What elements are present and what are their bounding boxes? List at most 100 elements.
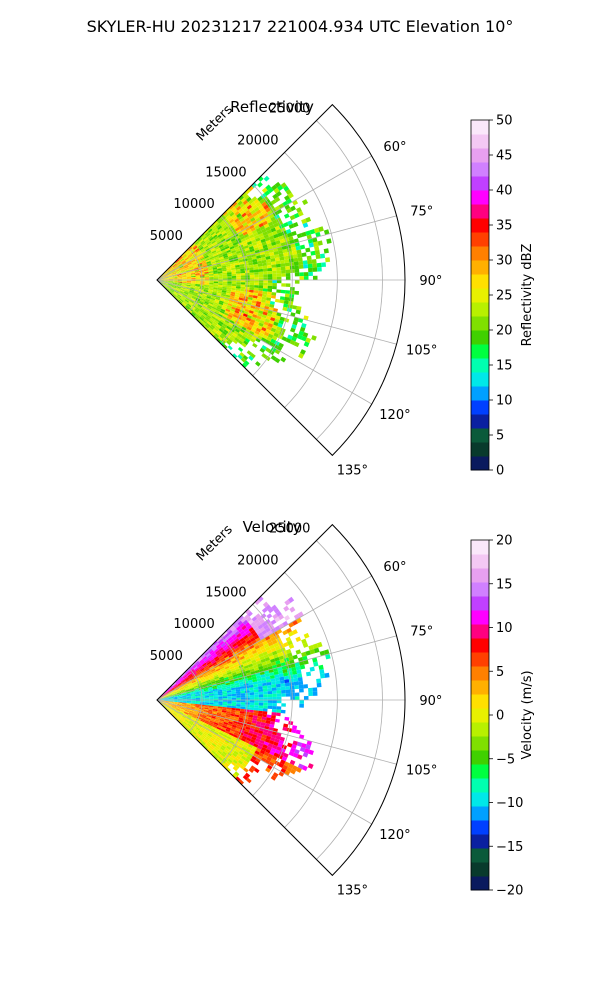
velocity-data-cell — [258, 688, 264, 693]
velocity-data-cell — [301, 638, 307, 645]
velocity-data-cell — [220, 737, 226, 742]
reflectivity-data-cell — [240, 284, 246, 287]
velocity-data-cell — [246, 616, 252, 623]
reflectivity-data-cell — [290, 327, 296, 333]
reflectivity-data-cell — [228, 225, 234, 230]
velocity-data-cell — [191, 695, 196, 698]
velocity-data-cell — [247, 651, 254, 657]
reflectivity-data-cell — [166, 269, 170, 273]
reflectivity-data-cell — [192, 311, 197, 315]
reflectivity-data-cell — [213, 334, 218, 340]
reflectivity-data-cell — [247, 257, 253, 261]
velocity-data-cell — [244, 622, 251, 628]
velocity-data-cell — [231, 689, 236, 693]
velocity-data-cell — [258, 653, 264, 658]
velocity-data-cell — [211, 681, 216, 684]
reflectivity-data-cell — [245, 284, 250, 288]
reflectivity-data-cell — [284, 262, 290, 267]
velocity-data-cell — [204, 706, 209, 709]
reflectivity-data-cell — [166, 286, 171, 290]
velocity-data-cell — [230, 709, 236, 713]
velocity-data-cell — [183, 721, 188, 726]
velocity-data-cell — [199, 675, 204, 679]
reflectivity-data-cell — [259, 214, 265, 221]
reflectivity-data-cell — [217, 268, 223, 271]
reflectivity-data-cell — [287, 334, 293, 340]
reflectivity-data-cell — [220, 295, 226, 299]
velocity-data-cell — [297, 763, 304, 770]
reflectivity-data-cell — [247, 231, 254, 237]
reflectivity-data-cell — [227, 209, 233, 215]
velocity-data-cell — [206, 647, 212, 652]
velocity-data-cell — [296, 767, 302, 773]
velocity-data-cell — [227, 661, 233, 666]
reflectivity-data-cell — [189, 290, 194, 293]
velocity-data-cell — [261, 661, 267, 666]
reflectivity-data-cell — [254, 224, 260, 230]
velocity-data-cell — [281, 693, 286, 697]
reflectivity-data-cell — [242, 333, 248, 338]
reflectivity-data-cell — [292, 254, 298, 259]
velocity-data-cell — [255, 613, 261, 619]
reflectivity-data-cell — [176, 295, 181, 300]
reflectivity-data-cell — [194, 309, 199, 313]
velocity-data-cell — [269, 723, 275, 728]
reflectivity-data-cell — [296, 305, 302, 311]
reflectivity-data-cell — [257, 295, 263, 300]
velocity-data-cell — [266, 621, 273, 628]
reflectivity-data-cell — [256, 257, 262, 262]
reflectivity-data-cell — [180, 268, 185, 271]
reflectivity-data-cell — [234, 320, 240, 325]
reflectivity-data-cell — [249, 287, 255, 291]
reflectivity-data-cell — [298, 260, 304, 266]
reflectivity-data-cell — [173, 280, 178, 282]
reflectivity-data-cell — [232, 254, 238, 258]
reflectivity-data-cell — [240, 282, 246, 285]
reflectivity-data-cell — [200, 277, 205, 279]
velocity-data-cell — [176, 680, 181, 685]
velocity-data-cell — [235, 618, 241, 624]
reflectivity-data-cell — [222, 217, 228, 223]
velocity-data-cell — [267, 641, 274, 647]
reflectivity-data-cell — [282, 306, 288, 312]
reflectivity-data-cell — [192, 245, 197, 249]
velocity-data-cell — [225, 682, 231, 686]
reflectivity-data-cell — [258, 268, 264, 273]
reflectivity-data-cell — [274, 225, 281, 231]
velocity-data-cell — [235, 708, 241, 711]
reflectivity-data-cell — [263, 285, 268, 289]
reflectivity-data-cell — [225, 247, 231, 252]
velocity-data-cell — [252, 681, 258, 685]
reflectivity-data-cell — [252, 261, 258, 265]
reflectivity-data-cell — [166, 286, 171, 290]
reflectivity-data-cell — [226, 251, 232, 256]
reflectivity-data-cell — [181, 302, 186, 307]
reflectivity-data-cell — [229, 328, 235, 333]
reflectivity-data-cell — [270, 346, 277, 353]
velocity-data-cell — [271, 639, 278, 645]
reflectivity-data-cell — [240, 328, 246, 334]
colorbar-label: Velocity (m/s) — [520, 670, 535, 759]
radial-tick-label: 25000 — [269, 522, 310, 537]
velocity-data-cell — [289, 681, 295, 687]
reflectivity-data-cell — [272, 343, 279, 349]
velocity-data-cell — [248, 626, 255, 633]
velocity-data-cell — [225, 684, 231, 688]
reflectivity-data-cell — [247, 312, 254, 317]
reflectivity-data-cell — [198, 318, 203, 323]
velocity-data-cell — [217, 749, 223, 755]
velocity-data-cell — [294, 749, 300, 755]
velocity-data-cell — [246, 777, 252, 784]
velocity-data-cell — [219, 634, 225, 640]
reflectivity-data-cell — [248, 234, 255, 239]
reflectivity-data-cell — [176, 270, 181, 274]
colorbar-swatch — [471, 764, 489, 779]
reflectivity-data-cell — [297, 257, 303, 262]
velocity-data-cell — [174, 711, 179, 715]
reflectivity-data-cell — [189, 248, 194, 252]
velocity-data-cell — [182, 701, 187, 703]
reflectivity-data-cell — [200, 283, 205, 285]
reflectivity-data-cell — [175, 268, 180, 272]
velocity-data-cell — [240, 748, 246, 754]
velocity-data-cell — [219, 718, 225, 722]
